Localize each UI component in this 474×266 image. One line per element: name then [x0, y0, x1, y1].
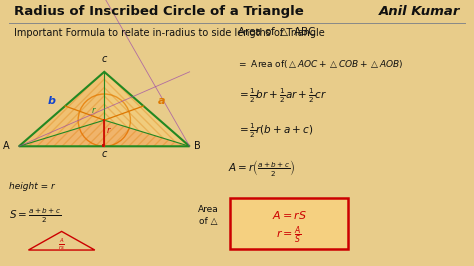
Text: $S = \frac{a+b+c}{2}$: $S = \frac{a+b+c}{2}$: [9, 206, 62, 225]
Text: Anil Kumar: Anil Kumar: [378, 6, 460, 18]
Text: Area of $\triangle$ ABC: Area of $\triangle$ ABC: [237, 26, 316, 38]
Text: $=$ Area of$\left(\triangle AOC + \triangle COB + \triangle AOB\right)$: $=$ Area of$\left(\triangle AOC + \trian…: [237, 58, 403, 70]
Text: c: c: [101, 54, 107, 64]
Text: Area
of △: Area of △: [198, 205, 219, 226]
Text: $= \frac{1}{2}r\left(b + a + c\right)$: $= \frac{1}{2}r\left(b + a + c\right)$: [237, 121, 313, 140]
Text: r: r: [107, 126, 110, 135]
Text: a: a: [157, 96, 165, 106]
Text: $A = rS$: $A = rS$: [272, 209, 307, 221]
Text: $= \frac{1}{2}br + \frac{1}{2}ar + \frac{1}{2}cr$: $= \frac{1}{2}br + \frac{1}{2}ar + \frac…: [237, 86, 327, 105]
Text: height = r: height = r: [9, 182, 55, 191]
Text: Important Formula to relate in-radius to side lengths of Triangle: Important Formula to relate in-radius to…: [14, 28, 325, 38]
Text: r: r: [91, 106, 95, 115]
Text: b: b: [48, 96, 56, 106]
FancyBboxPatch shape: [230, 198, 348, 249]
Text: A: A: [3, 141, 9, 151]
Polygon shape: [19, 72, 104, 146]
Text: $A = r\left(\frac{a+b+c}{2}\right)$: $A = r\left(\frac{a+b+c}{2}\right)$: [228, 157, 295, 178]
Polygon shape: [104, 72, 190, 146]
Text: Radius of Inscribed Circle of a Triangle: Radius of Inscribed Circle of a Triangle: [14, 6, 304, 18]
Text: $\frac{A}{rs}$: $\frac{A}{rs}$: [58, 236, 65, 252]
Text: c: c: [101, 149, 107, 159]
Text: $r = \frac{A}{S}$: $r = \frac{A}{S}$: [276, 225, 302, 246]
Polygon shape: [19, 120, 190, 146]
Text: B: B: [194, 141, 201, 151]
